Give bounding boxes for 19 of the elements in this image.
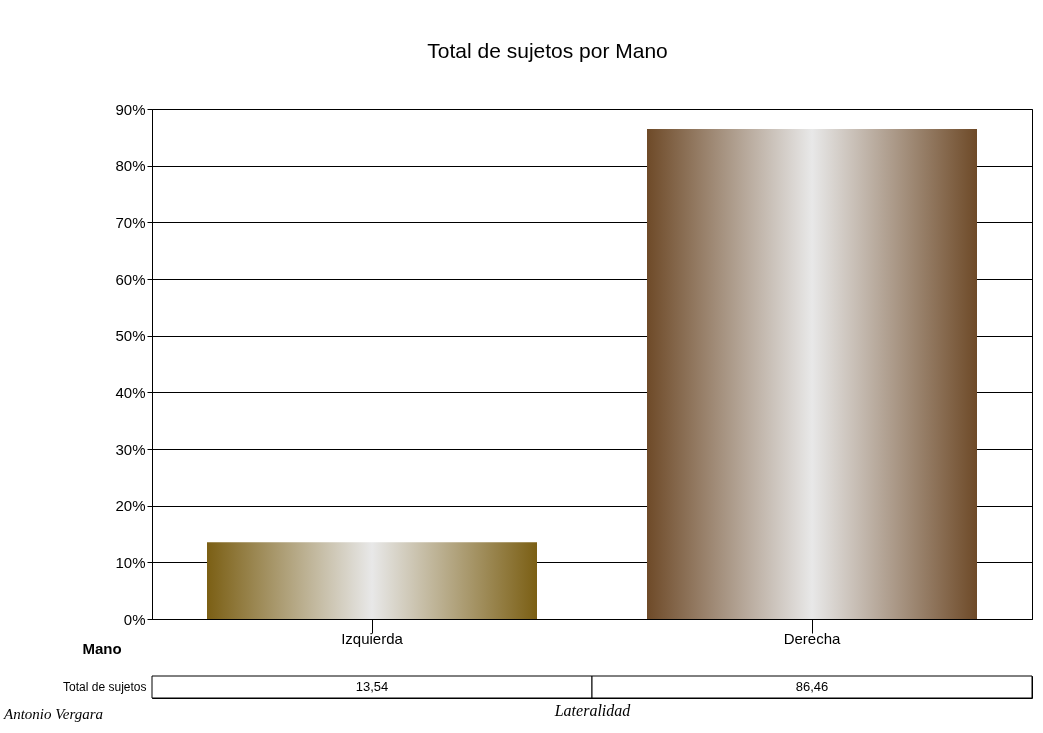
y-tick-label: 50%: [115, 327, 146, 345]
y-tick-label: 70%: [115, 213, 146, 231]
y-tick-label: 90%: [115, 100, 146, 118]
text: Total de sujetos: [63, 680, 147, 694]
text: Mano: [82, 639, 122, 657]
y-tick-label: 30%: [115, 440, 146, 458]
data-label: 13,54: [355, 679, 389, 694]
data-label: 86,46: [795, 679, 829, 694]
y-tick-label: 40%: [115, 383, 146, 401]
y-tick-label: 10%: [115, 553, 146, 571]
x-axis-title: Lateralidad: [553, 701, 632, 719]
text: Antonio Vergara: [4, 706, 104, 723]
y-tick-label: 0%: [123, 610, 146, 628]
x-tick-label: Derecha: [783, 629, 841, 647]
x-tick-label: Izquierda: [341, 629, 404, 647]
chart-title: Total de sujetos por Mano: [427, 38, 668, 62]
y-tick-label: 60%: [115, 270, 146, 288]
y-tick-label: 20%: [115, 497, 146, 515]
y-tick-label: 80%: [115, 157, 146, 175]
